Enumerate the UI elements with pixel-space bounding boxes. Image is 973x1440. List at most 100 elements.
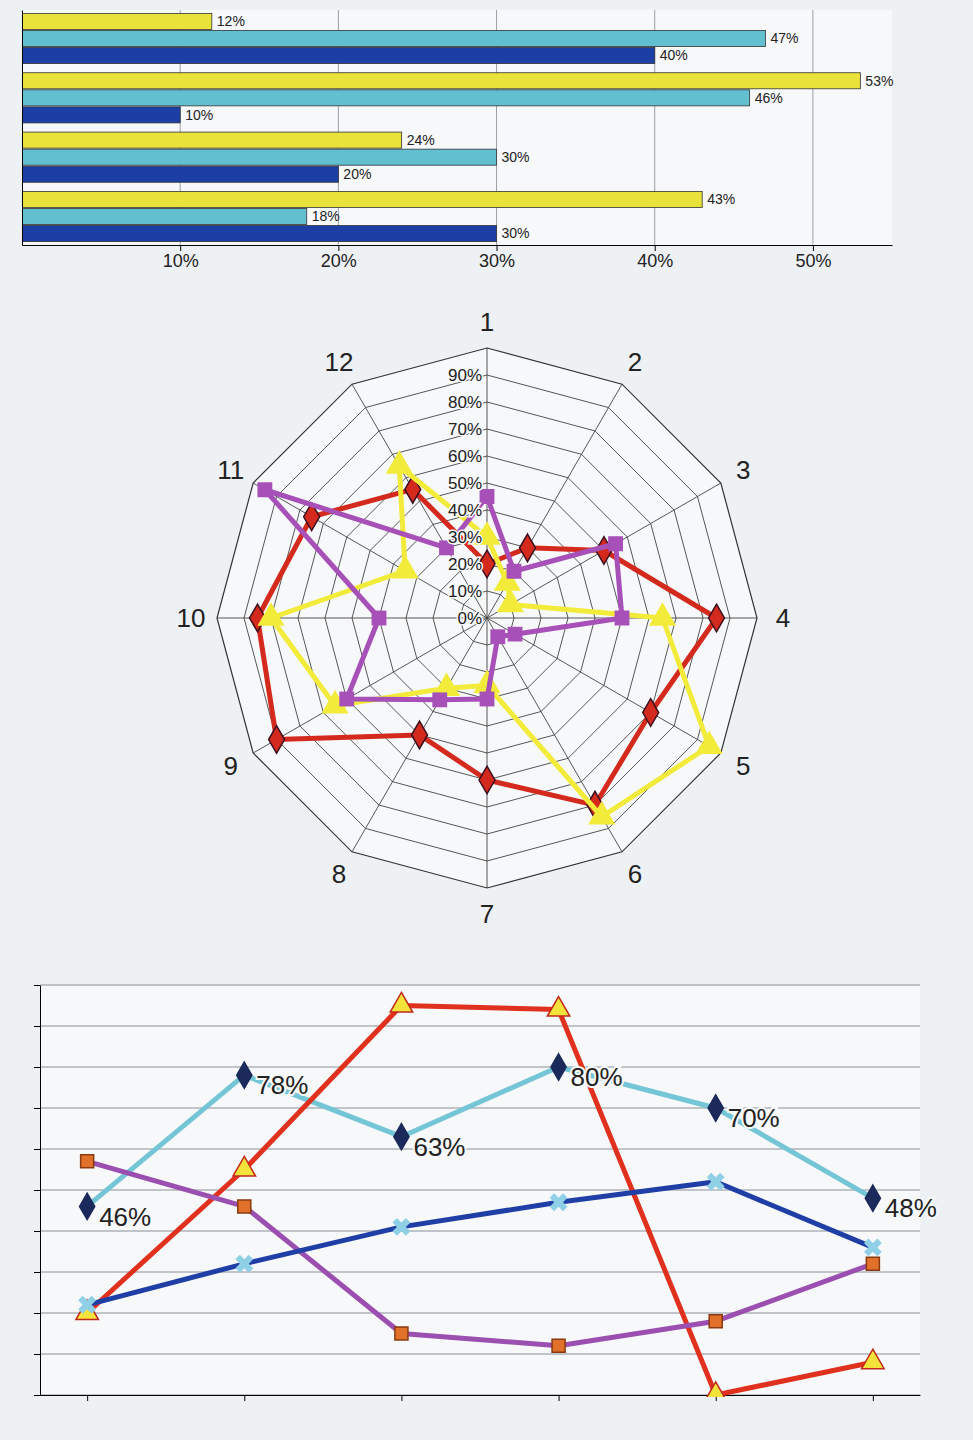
marker (231, 1250, 258, 1277)
y-tick (34, 1395, 40, 1396)
grid-line (40, 1026, 920, 1027)
marker (709, 1315, 722, 1328)
marker (479, 766, 495, 794)
marker (233, 1156, 256, 1176)
marker (74, 1291, 101, 1318)
category-label: 4 (776, 603, 790, 633)
marker (388, 1213, 415, 1240)
data-label: 12% (217, 13, 245, 29)
x-tick-label: 40% (637, 251, 673, 271)
data-label: 30% (502, 149, 530, 165)
category-label: 9 (223, 751, 237, 781)
series (250, 450, 725, 824)
bar (22, 132, 402, 148)
y-tick (34, 1272, 40, 1273)
data-label: 70% (728, 1103, 780, 1133)
x-tick-mark (244, 1395, 245, 1401)
page: 12%53%24%43%47%46%30%18%40%10%20%30%10%2… (0, 0, 973, 1440)
x-tick-mark (559, 1395, 560, 1401)
grid-line (40, 1354, 920, 1355)
radial-tick-labels: 0%10%20%30%40%50%60%70%80%90% (448, 366, 482, 628)
category-label: 12 (325, 347, 354, 377)
marker (709, 604, 725, 632)
y-tick-mark (34, 1231, 40, 1232)
marker (372, 611, 387, 626)
marker (339, 692, 354, 707)
plot-background (217, 348, 757, 888)
x-axis (41, 1395, 921, 1401)
radial-tick-label: 50% (448, 474, 482, 493)
y-tick-mark (34, 1190, 40, 1191)
x-axis: 10% 20% 30% 40% 50% (23, 245, 893, 271)
grid (217, 348, 757, 888)
y-tick (34, 985, 40, 986)
data-label: 24% (407, 132, 435, 148)
data-label: 78% (256, 1070, 308, 1100)
radial-tick-label: 20% (448, 555, 482, 574)
y-tick (34, 1190, 40, 1191)
bar (22, 107, 180, 123)
series-line (87, 1161, 873, 1346)
spoke (487, 384, 622, 618)
marker (643, 699, 659, 727)
bar (22, 191, 702, 207)
x-tick: 50% (795, 245, 831, 271)
y-tick (34, 1026, 40, 1027)
radial-tick-label: 10% (448, 582, 482, 601)
radial-tick-label: 40% (448, 501, 482, 520)
spoke (487, 618, 488, 888)
spoke (487, 618, 622, 852)
y-tick (34, 1108, 40, 1109)
marker (257, 602, 284, 626)
category-label: 1 (480, 307, 494, 337)
radial-tick-label: 60% (448, 447, 482, 466)
y-axis (22, 11, 24, 246)
category-label: 2 (628, 347, 642, 377)
category-label: 7 (480, 899, 494, 929)
data-label: 43% (707, 191, 735, 207)
radial-tick-label: 30% (448, 528, 482, 547)
y-axis (34, 986, 41, 1396)
radial-axis-frame (217, 348, 757, 888)
category-label: 6 (628, 859, 642, 889)
x-tick-label: 20% (321, 251, 357, 271)
marker (615, 611, 630, 626)
category-label: 5 (736, 751, 750, 781)
marker (696, 731, 723, 755)
marker (238, 1200, 251, 1213)
bars (22, 13, 860, 241)
marker (862, 1349, 885, 1369)
grid-line (40, 985, 920, 986)
data-label: 40% (660, 47, 688, 63)
marker (588, 801, 615, 825)
marker (257, 482, 272, 497)
marker (269, 726, 285, 754)
x-tick (87, 1395, 88, 1401)
marker (865, 1185, 880, 1211)
y-tick-mark (34, 1108, 40, 1109)
x-tick-mark (401, 1395, 402, 1401)
bar (22, 149, 497, 165)
data-label: 53% (865, 73, 893, 89)
marker (545, 1189, 572, 1216)
bar (22, 73, 860, 89)
bar (22, 166, 338, 182)
y-tick (34, 1149, 40, 1150)
marker (395, 1327, 408, 1340)
y-tick-mark (34, 1313, 40, 1314)
x-tick-mark (87, 1395, 88, 1401)
marker (649, 602, 676, 626)
grid-line (40, 1190, 920, 1191)
series-line (265, 490, 622, 700)
marker (412, 721, 428, 749)
bar (22, 208, 307, 224)
x-tick (873, 1395, 874, 1401)
y-tick (34, 1231, 40, 1232)
x-tick-label: 50% (795, 251, 831, 271)
y-tick-mark (34, 1067, 40, 1068)
bar (22, 13, 212, 29)
x-tick: 10% (163, 245, 199, 271)
data-label: 18% (312, 208, 340, 224)
x-tick-label: 30% (479, 251, 515, 271)
marker (507, 564, 522, 579)
